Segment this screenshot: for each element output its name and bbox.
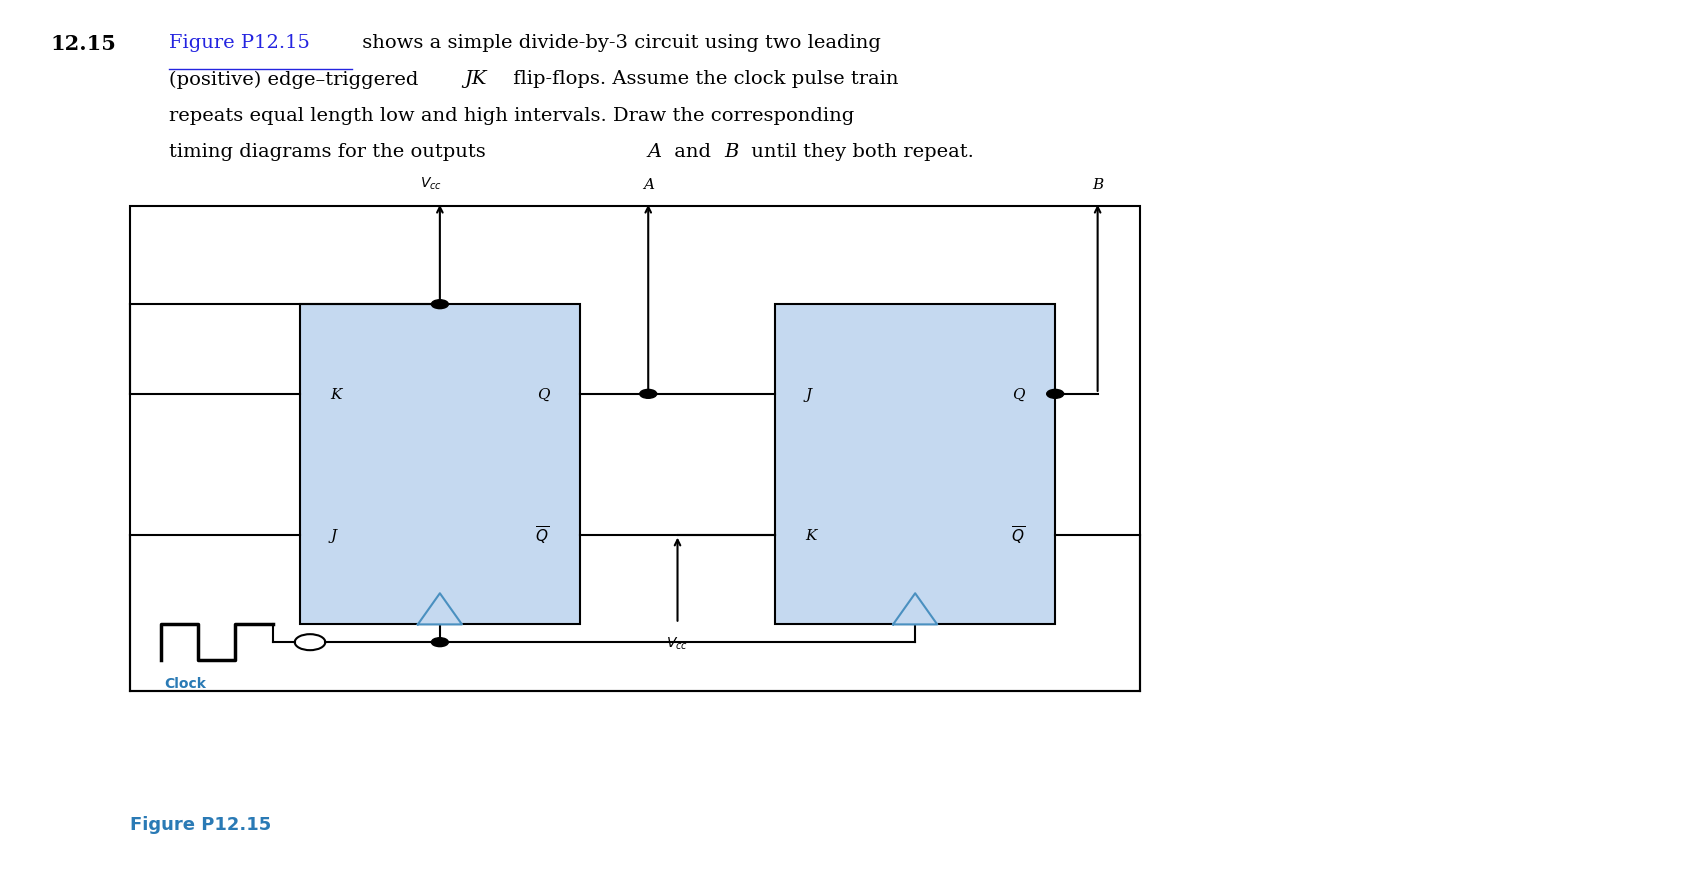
Text: and: and [668, 143, 717, 161]
Text: $\overline{Q}$: $\overline{Q}$ [1010, 524, 1025, 546]
Text: Figure P12.15: Figure P12.15 [169, 34, 310, 52]
Text: K: K [806, 528, 817, 542]
Text: 12.15: 12.15 [51, 34, 116, 54]
Text: $V_{cc}$: $V_{cc}$ [421, 175, 443, 192]
Text: JK: JK [465, 71, 487, 89]
Circle shape [1047, 390, 1064, 399]
Text: (positive) edge–triggered: (positive) edge–triggered [169, 71, 424, 89]
Text: Q: Q [1012, 387, 1025, 401]
Text: shows a simple divide-by-3 circuit using two leading: shows a simple divide-by-3 circuit using… [356, 34, 880, 52]
Text: B: B [724, 143, 739, 161]
Text: repeats equal length low and high intervals. Draw the corresponding: repeats equal length low and high interv… [169, 106, 855, 124]
Text: $\overline{Q}$: $\overline{Q}$ [535, 524, 550, 546]
Text: Figure P12.15: Figure P12.15 [129, 815, 271, 833]
Text: $V_{cc}$: $V_{cc}$ [666, 635, 688, 651]
Circle shape [431, 300, 448, 309]
Polygon shape [417, 594, 462, 625]
Circle shape [431, 638, 448, 647]
Text: until they both repeat.: until they both repeat. [744, 143, 974, 161]
Text: timing diagrams for the outputs: timing diagrams for the outputs [169, 143, 492, 161]
Text: J: J [806, 387, 812, 401]
Text: A: A [642, 178, 654, 192]
Text: A: A [647, 143, 662, 161]
Text: K: K [330, 387, 342, 401]
Text: B: B [1092, 178, 1104, 192]
Bar [129, 207, 1139, 691]
Text: Q: Q [536, 387, 550, 401]
Circle shape [640, 390, 657, 399]
Bar [300, 305, 581, 625]
Text: Clock: Clock [163, 676, 206, 690]
Text: J: J [330, 528, 337, 542]
Bar [775, 305, 1056, 625]
Polygon shape [892, 594, 937, 625]
Text: flip-flops. Assume the clock pulse train: flip-flops. Assume the clock pulse train [507, 71, 899, 89]
